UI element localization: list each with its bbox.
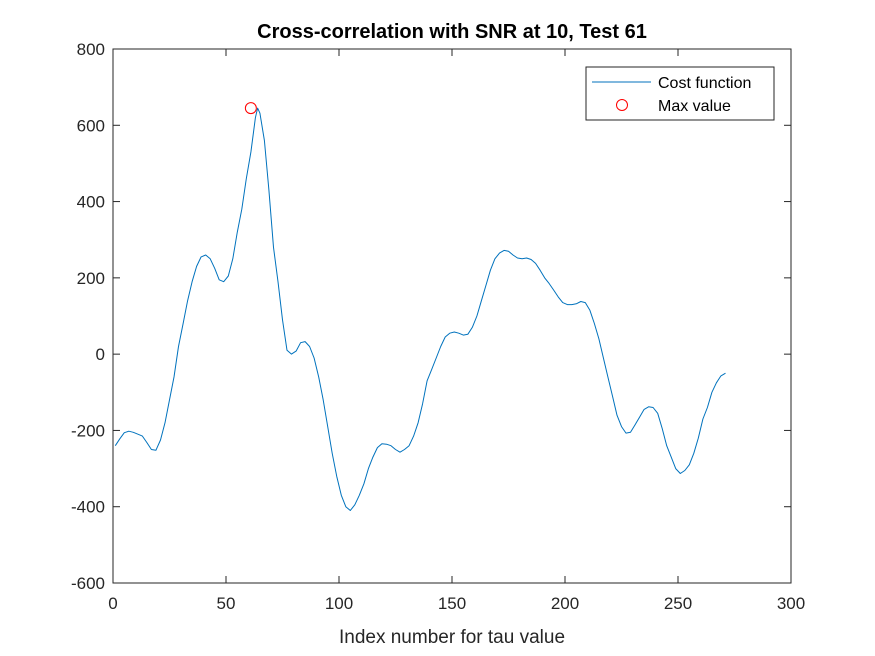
y-tick-labels: -600 -400 -200 0 200 400 600 800 [71, 40, 105, 593]
x-tick-label: 50 [217, 594, 236, 613]
legend-label-max-value: Max value [658, 98, 731, 115]
legend-box [585, 66, 775, 121]
x-tick-label: 150 [438, 594, 466, 613]
plot-area [113, 49, 791, 583]
legend-label-cost-function: Cost function [658, 75, 751, 92]
x-tick-labels: 0 50 100 150 200 250 300 [108, 594, 805, 613]
legend-swatch-max-value [616, 99, 628, 111]
x-tick-label: 0 [108, 594, 117, 613]
y-tick-label: 200 [77, 269, 105, 288]
max-value-marker [244, 102, 257, 115]
plot-frame [112, 48, 792, 584]
y-tick-label: -400 [71, 498, 105, 517]
legend: Cost function Max value [585, 66, 775, 121]
y-tick-label: -200 [71, 421, 105, 440]
x-tick-label: 250 [664, 594, 692, 613]
y-tick-label: 800 [77, 40, 105, 59]
y-tick-label: 400 [77, 193, 105, 212]
x-tick-label: 300 [777, 594, 805, 613]
x-axis-title: Index number for tau value [339, 627, 565, 648]
y-tick-label: 600 [77, 116, 105, 135]
y-tick-label: -600 [71, 574, 105, 593]
x-tick-label: 200 [551, 594, 579, 613]
y-tick-label: 0 [96, 345, 105, 364]
x-tick-label: 100 [325, 594, 353, 613]
series-line-cost-function [114, 107, 726, 511]
chart-title: Cross-correlation with SNR at 10, Test 6… [257, 21, 647, 43]
